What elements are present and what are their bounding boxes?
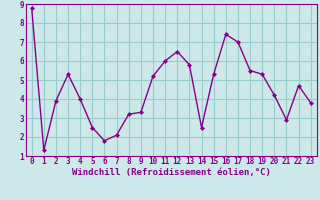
X-axis label: Windchill (Refroidissement éolien,°C): Windchill (Refroidissement éolien,°C): [72, 168, 271, 177]
